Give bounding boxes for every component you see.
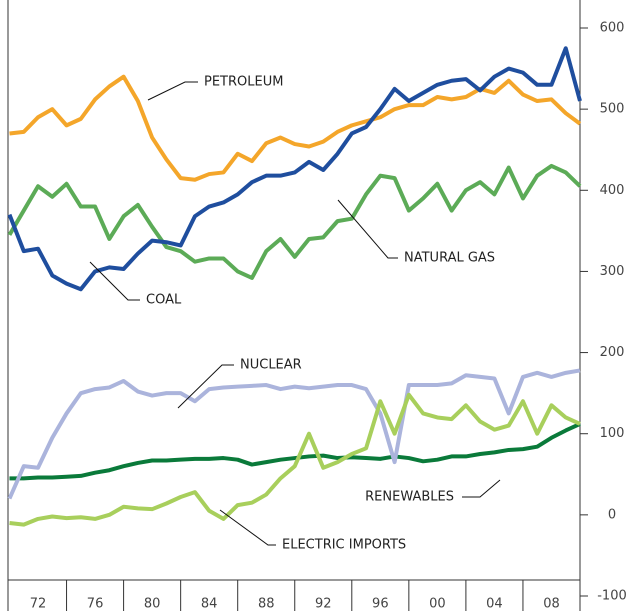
series-label: ELECTRIC IMPORTS [282, 538, 406, 553]
series-line [7, 368, 581, 500]
x-tick-label: 92 [315, 597, 332, 611]
series-label: NUCLEAR [240, 358, 302, 373]
x-tick-label: 80 [144, 597, 161, 611]
series-label: COAL [146, 293, 182, 308]
x-tick-label: 84 [201, 597, 218, 611]
leader-line [177, 364, 234, 409]
series-line [9, 422, 581, 481]
series-label: RENEWABLES [365, 490, 454, 505]
leader-line [219, 509, 276, 546]
x-tick-label: 72 [30, 597, 47, 611]
x-tick-label: 04 [486, 597, 503, 611]
y-tick-label: -100 [597, 589, 627, 604]
series-label: NATURAL GAS [404, 251, 495, 266]
y-tick-label: 0 [608, 507, 616, 522]
series-line [9, 74, 582, 182]
y-tick-label: 300 [600, 264, 625, 279]
leader-line [462, 479, 501, 498]
series-line [7, 46, 582, 292]
leader-line [89, 261, 140, 301]
leader-line [147, 81, 198, 101]
x-tick-label: 76 [87, 597, 104, 611]
y-tick-label: 500 [600, 102, 625, 117]
x-tick-label: 08 [543, 597, 560, 611]
x-tick-label: 00 [429, 597, 446, 611]
x-tick-label: 96 [372, 597, 389, 611]
leader-line [337, 199, 398, 259]
y-tick-label: 600 [600, 21, 625, 36]
y-tick-label: 200 [600, 345, 625, 360]
series-line [9, 392, 581, 527]
y-tick-label: 100 [600, 426, 625, 441]
x-tick-label: 88 [258, 597, 275, 611]
y-tick-label: 400 [600, 183, 625, 198]
series-label: PETROLEUM [204, 75, 283, 90]
series-line [7, 163, 582, 280]
